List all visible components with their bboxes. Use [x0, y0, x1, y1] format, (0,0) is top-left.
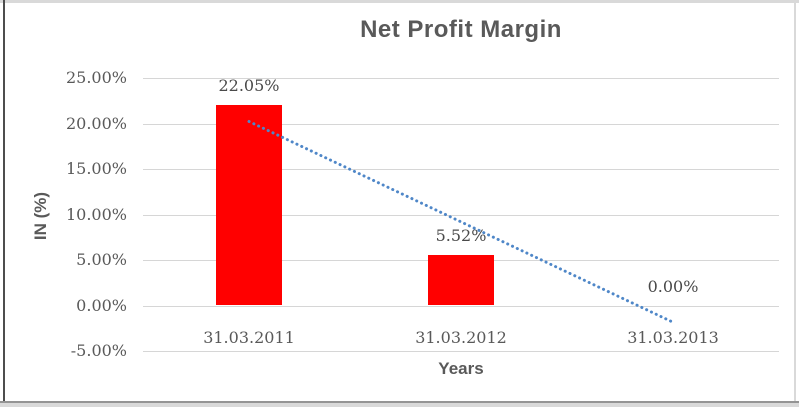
gridline: [143, 351, 779, 352]
bar-value-label: 0.00%: [647, 276, 699, 296]
x-axis-category-label: 31.03.2012: [415, 328, 507, 347]
frame-border-left: [3, 0, 5, 403]
bar-value-label: 5.52%: [435, 226, 487, 246]
frame-border-bottom: [0, 401, 799, 403]
x-axis-category-label: 31.03.2013: [627, 328, 719, 347]
frame-border-bottom-outer: [0, 403, 799, 407]
frame-border-right: [794, 3, 796, 402]
y-axis-tick-label: 20.00%: [65, 113, 127, 133]
y-axis-tick-label: 15.00%: [65, 159, 127, 178]
gridline: [143, 305, 779, 307]
y-axis-tick-label: 25.00%: [65, 68, 127, 87]
frame-border-top: [0, 0, 799, 3]
gridline: [143, 78, 779, 79]
x-axis-title: Years: [438, 359, 484, 378]
y-axis-tick-label: 10.00%: [65, 204, 127, 224]
bar[interactable]: [428, 255, 494, 306]
y-axis-tick-label: 5.00%: [76, 250, 127, 269]
chart-title: Net Profit Margin: [360, 16, 562, 43]
bar-value-label: 22.05%: [218, 75, 280, 95]
y-axis-tick-label: -5.00%: [70, 341, 127, 360]
bar[interactable]: [216, 104, 282, 306]
y-axis-tick-label: 0.00%: [76, 295, 127, 315]
x-axis-category-label: 31.03.2011: [203, 328, 295, 347]
